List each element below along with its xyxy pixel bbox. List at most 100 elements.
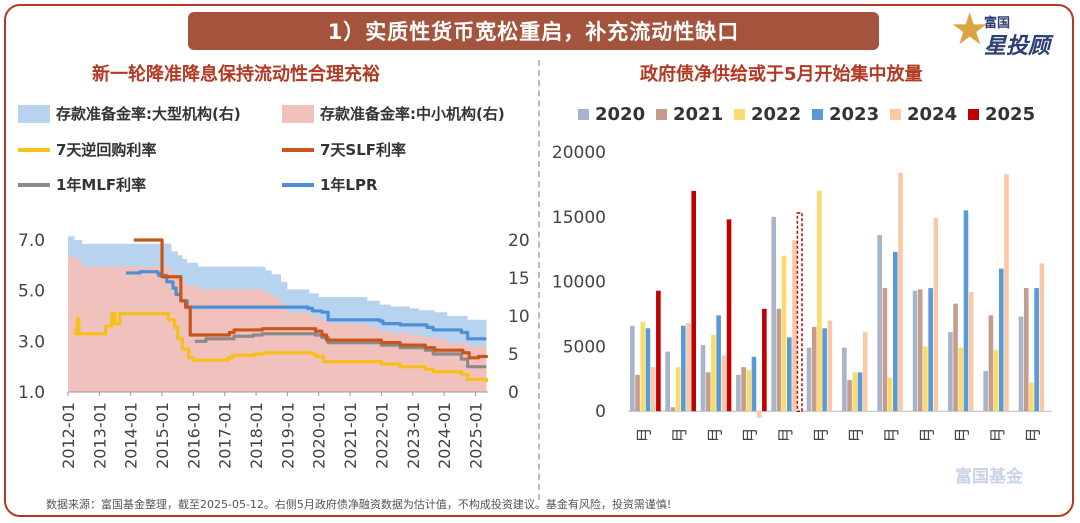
legend-swatch [282,104,314,123]
bar-2024-7 [862,332,868,412]
bar-2024-9 [933,218,939,412]
bar-2023-9 [928,288,933,412]
bar-2021-9 [917,289,923,412]
y-tick-label: 0 [595,402,606,422]
legend-swatch [812,109,823,120]
bar-2024-8 [898,172,903,412]
bar-2021-6 [811,326,817,412]
legend-label: 2020 [595,104,646,125]
bar-2023-8 [893,251,898,412]
bar-2022-11 [993,350,999,412]
bar-2023-4 [751,356,757,412]
bar-2023-6 [822,328,827,412]
bar-2025-1 [656,290,661,412]
bar-2023-7 [857,372,863,412]
bar-2023-1 [645,328,651,412]
y-tick-label: 15000 [552,208,606,228]
x-tick-label: 11月 [988,427,1007,440]
bar-2020-12 [1018,316,1024,412]
x-tick-label: 2025-01 [466,402,485,469]
x-tick-label: 2016-01 [184,402,203,469]
bar-2024-1 [650,367,656,412]
y-right-tick: 0 [508,383,519,403]
legend-rrr-small: 存款准备金率:中小机构(右) [282,103,505,124]
bar-2024-12 [1039,263,1045,412]
legend-label: 2025 [985,104,1036,125]
bar-2021-10 [953,303,958,412]
bar-2022-4 [746,369,752,412]
y-tick-label: 5000 [563,337,606,357]
legend-2021: 2021 [656,104,723,125]
legend-label: 2022 [751,104,802,125]
left-line-chart: 7.0 5.0 3.0 1.0 20 15 10 5 0 2012-01 2013-01 2014-0… [18,231,530,469]
bar-2024-11 [1004,174,1009,412]
bar-2021-11 [988,315,994,412]
logo-line2: 星投顾 [984,34,1051,59]
bar-2020-6 [806,347,812,412]
bar-2025-4 [762,308,767,412]
legend-swatch [18,147,50,152]
bar-2022-9 [923,346,928,412]
bar-2020-10 [948,332,953,412]
legend-rr7: 7天逆回购利率 [18,139,156,160]
bar-2022-12 [1029,382,1034,412]
legend-2020: 2020 [578,104,645,125]
brand-logo: ★ 富国 星投顾 [950,4,1070,60]
bar-2022-6 [817,190,822,412]
y-right-tick: 15 [508,269,530,289]
bar-2021-5 [776,308,782,412]
star-icon: ★ [950,4,990,55]
legend-swatch [968,109,979,120]
panel-divider [538,60,540,500]
bar-2023-2 [681,325,686,412]
bar-2021-2 [670,407,676,412]
bar-2021-1 [635,374,640,412]
x-tick-label: 2020-01 [310,402,329,469]
x-tick-label: 2015-01 [153,402,172,469]
bar-2023-11 [999,268,1004,412]
legend-swatch [656,109,667,120]
x-tick-label: 8月 [882,427,901,440]
bar-2020-2 [665,351,670,412]
bar-2021-3 [705,372,711,412]
legend-2024: 2024 [890,104,957,125]
legend-label: 7天SLF利率 [320,141,407,159]
bar-2023-5 [787,337,792,412]
legend-label: 1年MLF利率 [56,176,147,194]
bar-2022-8 [887,377,893,412]
bar-2022-3 [711,334,716,412]
legend-swatch [282,147,314,152]
bar-2020-4 [736,374,741,412]
left-chart-title: 新一轮降准降息保持流动性合理充裕 [92,64,380,85]
bar-2024-2 [686,323,691,412]
legend-label: 2023 [829,104,880,125]
legend-label: 1年LPR [320,176,378,194]
bar-2023-3 [716,315,721,412]
bar-2024-4 [756,411,762,418]
legend-lpr: 1年LPR [282,174,378,195]
bar-2022-7 [852,372,858,412]
watermark: 富国基金 [955,467,1023,487]
legend-label: 2021 [673,104,724,125]
legend-mlf: 1年MLF利率 [18,174,146,195]
logo-line1: 富国 [984,16,1011,31]
bar-2020-11 [983,371,988,412]
x-tick-label: 2023-01 [404,402,423,469]
outer-frame [4,4,1074,517]
y-left-tick: 3.0 [18,332,45,352]
x-tick-label: 2014-01 [122,402,141,469]
bar-2025-5 [796,212,803,412]
bar-2025-2 [691,190,696,412]
legend-slf: 7天SLF利率 [282,139,406,160]
x-tick-label: 4月 [741,427,760,440]
x-tick-label: 2018-01 [247,402,266,469]
bar-2022-5 [781,255,787,412]
bar-2024-5 [792,240,797,412]
legend-swatch [18,104,50,123]
x-tick-label: 2月 [670,427,689,440]
x-tick-label: 2013-01 [90,402,109,469]
legend-swatch [282,182,314,187]
y-right-tick: 10 [508,307,530,327]
footer-source: 数据来源：富国基金整理，截至2025-05-12。右侧5月政府债净融资数据为估计… [46,498,672,511]
legend-2023: 2023 [812,104,879,125]
